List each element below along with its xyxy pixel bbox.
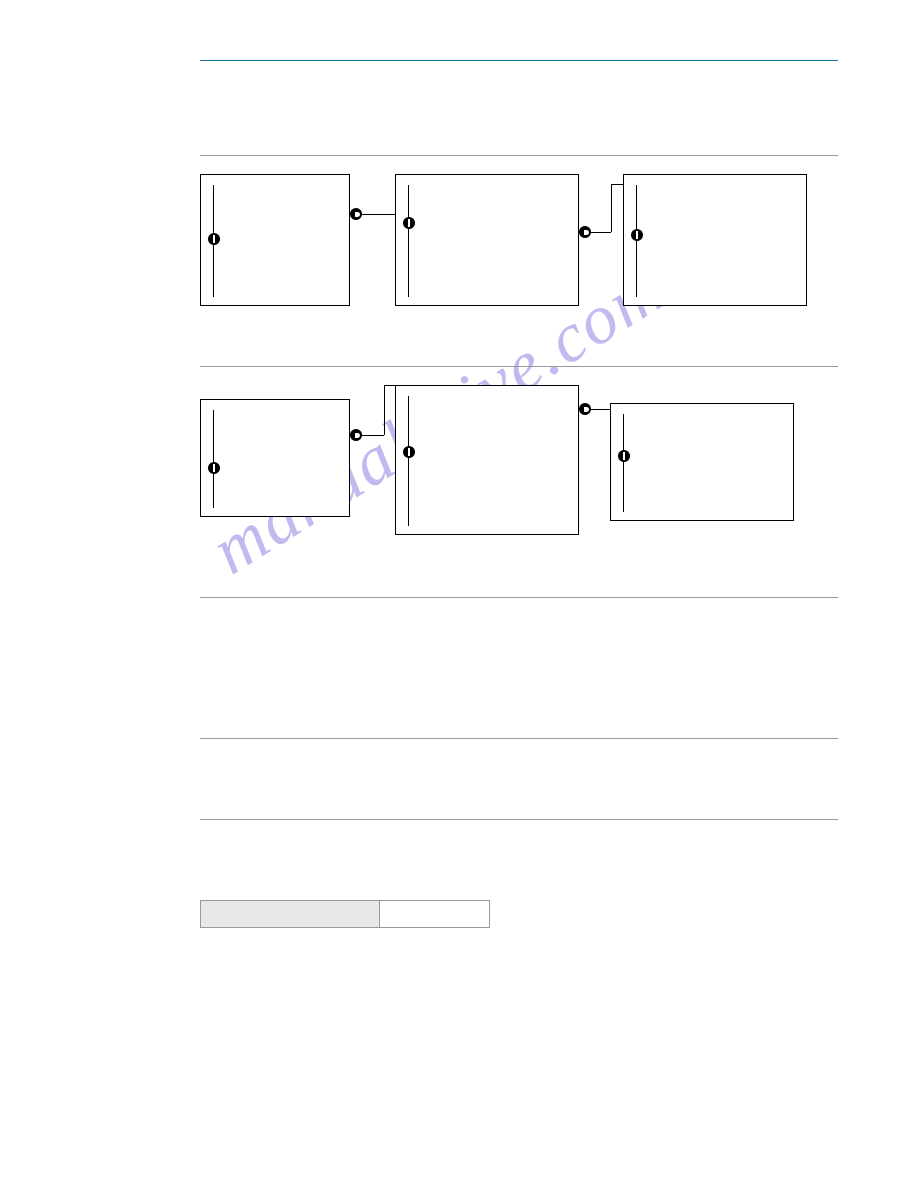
diagram2-panel-3 xyxy=(610,403,794,521)
page-body xyxy=(0,0,918,988)
table-cell-label xyxy=(200,900,380,928)
section-rule-1 xyxy=(200,155,838,156)
section-rule-3 xyxy=(200,597,838,598)
marker-icon xyxy=(618,450,630,462)
diagram-2 xyxy=(200,379,838,539)
data-table xyxy=(200,900,838,928)
diagram2-panel-1 xyxy=(200,399,350,517)
diagram1-panel-2 xyxy=(395,174,579,306)
diagram2-panel-2 xyxy=(395,385,579,535)
header-rule xyxy=(200,60,838,61)
connector-marker-icon xyxy=(350,429,362,441)
section-rule-4 xyxy=(200,738,838,739)
connector-marker-icon xyxy=(350,208,362,220)
diagram1-panel-1 xyxy=(200,174,350,306)
marker-icon xyxy=(403,446,415,458)
marker-icon xyxy=(208,233,220,245)
table-cell-value xyxy=(380,900,490,928)
diagram-1 xyxy=(200,168,838,308)
connector-marker-icon xyxy=(579,403,591,415)
section-rule-2 xyxy=(200,366,838,367)
diagram1-panel-3 xyxy=(623,174,807,306)
connector-marker-icon xyxy=(579,226,591,238)
marker-icon xyxy=(403,217,415,229)
section-rule-5 xyxy=(200,819,838,820)
marker-icon xyxy=(208,462,220,474)
marker-icon xyxy=(631,229,643,241)
